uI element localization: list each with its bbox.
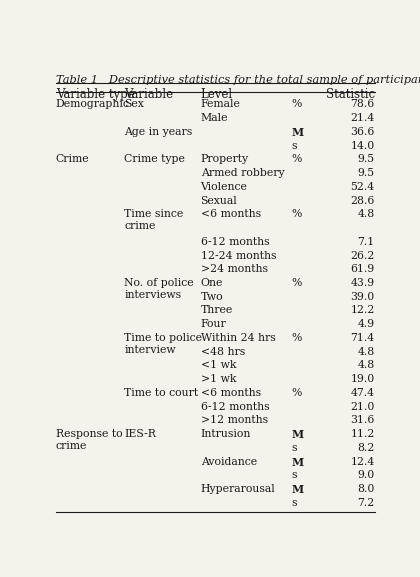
Text: %: %	[292, 99, 302, 109]
Text: %: %	[292, 154, 302, 164]
Text: 39.0: 39.0	[351, 292, 375, 302]
Text: 9.0: 9.0	[357, 470, 375, 481]
Text: 14.0: 14.0	[351, 141, 375, 151]
Text: 8.2: 8.2	[357, 443, 375, 453]
Text: Female: Female	[201, 99, 241, 109]
Text: Sex: Sex	[124, 99, 144, 109]
Text: Time to court: Time to court	[124, 388, 198, 398]
Text: 8.0: 8.0	[357, 484, 375, 494]
Text: 4.8: 4.8	[357, 361, 375, 370]
Text: 12.4: 12.4	[351, 456, 375, 467]
Text: Within 24 hrs: Within 24 hrs	[201, 333, 276, 343]
Text: Property: Property	[201, 154, 249, 164]
Text: 12.2: 12.2	[350, 305, 375, 316]
Text: Statistic: Statistic	[326, 88, 375, 101]
Text: Crime: Crime	[56, 154, 89, 164]
Text: %: %	[292, 388, 302, 398]
Text: Sexual: Sexual	[201, 196, 237, 205]
Text: 47.4: 47.4	[351, 388, 375, 398]
Text: Male: Male	[201, 113, 228, 123]
Text: 28.6: 28.6	[350, 196, 375, 205]
Text: Time since
crime: Time since crime	[124, 209, 184, 231]
Text: s: s	[292, 470, 297, 481]
Text: 19.0: 19.0	[351, 374, 375, 384]
Text: 7.2: 7.2	[357, 498, 375, 508]
Text: M: M	[292, 127, 304, 138]
Text: 26.2: 26.2	[350, 250, 375, 260]
Text: 36.6: 36.6	[350, 127, 375, 137]
Text: M: M	[292, 429, 304, 440]
Text: >24 months: >24 months	[201, 264, 268, 274]
Text: 12-24 months: 12-24 months	[201, 250, 276, 260]
Text: 11.2: 11.2	[350, 429, 375, 439]
Text: <6 months: <6 months	[201, 209, 261, 219]
Text: Time to police
interview: Time to police interview	[124, 333, 202, 355]
Text: Four: Four	[201, 319, 226, 329]
Text: %: %	[292, 209, 302, 219]
Text: >1 wk: >1 wk	[201, 374, 236, 384]
Text: 71.4: 71.4	[351, 333, 375, 343]
Text: 7.1: 7.1	[357, 237, 375, 247]
Text: 21.0: 21.0	[350, 402, 375, 411]
Text: 4.8: 4.8	[357, 347, 375, 357]
Text: Response to
crime: Response to crime	[56, 429, 122, 451]
Text: Table 1   Descriptive statistics for the total sample of participants.: Table 1 Descriptive statistics for the t…	[56, 74, 420, 85]
Text: s: s	[292, 443, 297, 453]
Text: Demographic: Demographic	[56, 99, 130, 109]
Text: s: s	[292, 498, 297, 508]
Text: Intrusion: Intrusion	[201, 429, 251, 439]
Text: 9.5: 9.5	[357, 154, 375, 164]
Text: 6-12 months: 6-12 months	[201, 402, 269, 411]
Text: 61.9: 61.9	[351, 264, 375, 274]
Text: M: M	[292, 456, 304, 468]
Text: %: %	[292, 333, 302, 343]
Text: Armed robbery: Armed robbery	[201, 168, 284, 178]
Text: M: M	[292, 484, 304, 495]
Text: 31.6: 31.6	[350, 415, 375, 425]
Text: <6 months: <6 months	[201, 388, 261, 398]
Text: 4.9: 4.9	[357, 319, 375, 329]
Text: Three: Three	[201, 305, 233, 316]
Text: Two: Two	[201, 292, 223, 302]
Text: 43.9: 43.9	[351, 278, 375, 288]
Text: Hyperarousal: Hyperarousal	[201, 484, 276, 494]
Text: s: s	[292, 141, 297, 151]
Text: Variable type: Variable type	[56, 88, 134, 101]
Text: >12 months: >12 months	[201, 415, 268, 425]
Text: Avoidance: Avoidance	[201, 456, 257, 467]
Text: Level: Level	[201, 88, 233, 101]
Text: 4.8: 4.8	[357, 209, 375, 219]
Text: Crime type: Crime type	[124, 154, 185, 164]
Text: Violence: Violence	[201, 182, 247, 192]
Text: <48 hrs: <48 hrs	[201, 347, 245, 357]
Text: No. of police
interviews: No. of police interviews	[124, 278, 194, 299]
Text: IES-R: IES-R	[124, 429, 156, 439]
Text: Variable: Variable	[124, 88, 173, 101]
Text: %: %	[292, 278, 302, 288]
Text: 21.4: 21.4	[351, 113, 375, 123]
Text: <1 wk: <1 wk	[201, 361, 236, 370]
Text: 6-12 months: 6-12 months	[201, 237, 269, 247]
Text: 52.4: 52.4	[351, 182, 375, 192]
Text: 78.6: 78.6	[351, 99, 375, 109]
Text: One: One	[201, 278, 223, 288]
Text: Age in years: Age in years	[124, 127, 192, 137]
Text: 9.5: 9.5	[357, 168, 375, 178]
